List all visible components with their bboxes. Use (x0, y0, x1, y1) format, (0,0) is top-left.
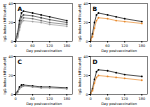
svg-text:A: A (18, 5, 23, 12)
svg-text:180: 180 (138, 96, 145, 100)
svg-text:40: 40 (84, 2, 88, 6)
svg-text:Day postvaccination: Day postvaccination (101, 49, 137, 53)
svg-text:Day postvaccination: Day postvaccination (26, 49, 62, 53)
svg-text:40: 40 (9, 2, 13, 6)
svg-text:180: 180 (138, 43, 145, 47)
svg-text:0: 0 (14, 43, 16, 47)
svg-text:Day postvaccination: Day postvaccination (101, 102, 137, 106)
svg-text:120: 120 (121, 96, 128, 100)
svg-text:20: 20 (9, 21, 13, 25)
svg-text:Day postvaccination: Day postvaccination (26, 102, 62, 106)
svg-text:0: 0 (89, 43, 91, 47)
svg-text:180: 180 (63, 43, 70, 47)
svg-text:120: 120 (121, 43, 128, 47)
svg-text:180: 180 (63, 96, 70, 100)
svg-text:60: 60 (30, 96, 34, 100)
svg-text:20: 20 (9, 74, 13, 78)
svg-text:60: 60 (30, 43, 34, 47)
svg-text:60: 60 (105, 96, 109, 100)
svg-text:IgG index (MFI/cutoff): IgG index (MFI/cutoff) (78, 56, 82, 94)
svg-text:20: 20 (84, 74, 88, 78)
svg-text:0: 0 (11, 40, 13, 44)
svg-text:0: 0 (14, 96, 16, 100)
svg-text:IgG index (MFI/cutoff): IgG index (MFI/cutoff) (78, 3, 82, 41)
svg-text:B: B (93, 5, 98, 12)
svg-text:D: D (93, 58, 98, 65)
svg-text:IgG index (MFI/cutoff): IgG index (MFI/cutoff) (3, 3, 7, 41)
svg-text:0: 0 (89, 96, 91, 100)
svg-text:0: 0 (86, 93, 88, 97)
svg-text:120: 120 (46, 43, 53, 47)
svg-text:0: 0 (11, 93, 13, 97)
svg-text:40: 40 (9, 55, 13, 59)
svg-text:40: 40 (84, 55, 88, 59)
svg-text:60: 60 (105, 43, 109, 47)
svg-text:0: 0 (86, 40, 88, 44)
svg-text:20: 20 (84, 21, 88, 25)
svg-text:IgG index (MFI/cutoff): IgG index (MFI/cutoff) (3, 56, 7, 94)
svg-text:C: C (18, 58, 23, 65)
svg-text:120: 120 (46, 96, 53, 100)
